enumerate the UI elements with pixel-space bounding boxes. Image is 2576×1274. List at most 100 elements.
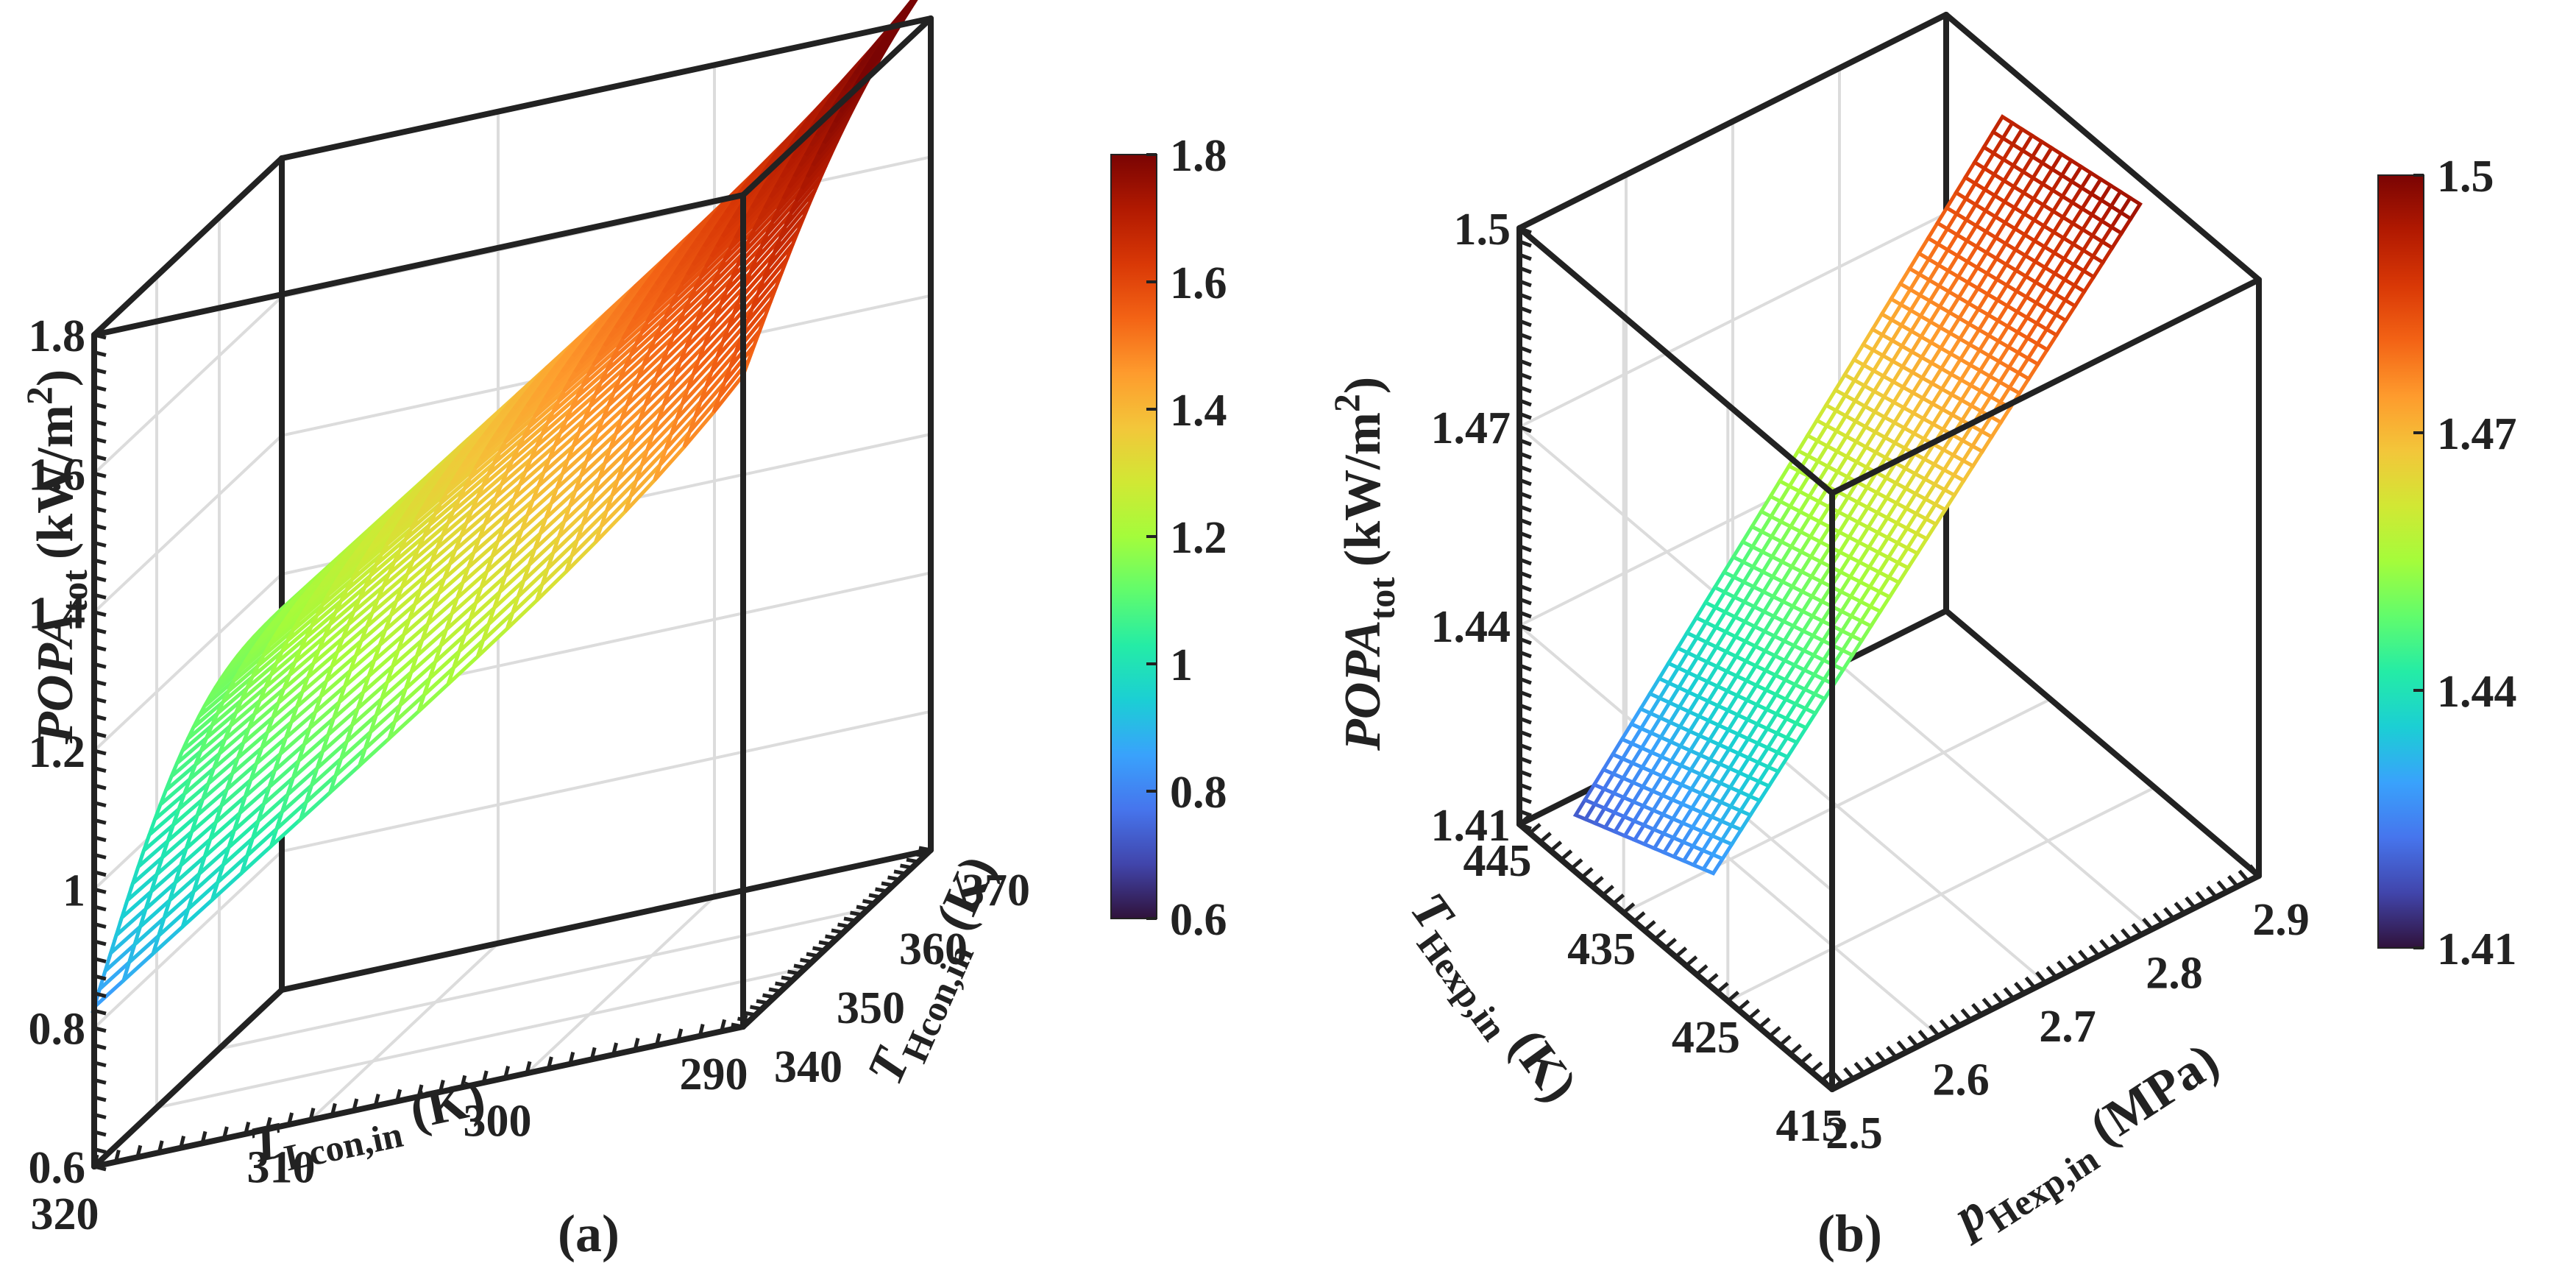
x-tick-mark: [2131, 923, 2143, 936]
x-tick-label: 2.9: [2252, 895, 2310, 945]
y-tick-mark: [818, 940, 831, 946]
y-tick-mark: [1591, 876, 1604, 888]
z-tick-mark: [93, 541, 107, 548]
z-tick-mark: [93, 921, 107, 929]
z-tick-mark: [93, 801, 107, 808]
panel-a-y-axis-label: THcon,in(K): [856, 848, 1017, 1097]
x-tick-mark: [2121, 928, 2132, 941]
z-tick-mark: [93, 1130, 107, 1137]
colorbar-tick-label: 0.6: [1170, 895, 1227, 945]
panel-a-tick-marks: [92, 333, 932, 1172]
y-tick-mark: [837, 922, 850, 929]
z-tick-mark: [93, 1077, 107, 1085]
x-tick-mark: [265, 1116, 272, 1130]
z-tick-mark: [93, 939, 107, 946]
y-tick-label: 360: [899, 924, 968, 974]
z-tick-mark: [93, 436, 107, 444]
z-tick-label: 1.47: [1431, 403, 1511, 453]
panel-a-tick-labels: 0.6 0.8 1 1.2 1.4 1.6 1.8 320 310 300 290 340 350 360…: [29, 311, 1031, 1239]
z-tick-mark: [93, 1112, 107, 1119]
y-tick-mark: [806, 952, 819, 958]
x-tick-mark: [720, 1019, 727, 1032]
z-tick-mark: [93, 627, 107, 634]
x-tick-mark: [1853, 1061, 1866, 1075]
x-tick-mark: [2078, 949, 2090, 963]
z-tick-mark: [1519, 676, 1532, 685]
y-tick-mark: [737, 1016, 750, 1023]
y-tick-mark: [868, 893, 881, 899]
z-tick-mark: [1519, 769, 1532, 778]
z-tick-mark: [93, 471, 107, 478]
y-tick-mark: [1799, 1052, 1813, 1064]
y-tick-mark: [743, 1011, 756, 1017]
box-edge: [1516, 225, 1835, 496]
z-tick-mark: [1519, 650, 1532, 659]
panel-a: 0.6 0.8 1 1.2 1.4 1.6 1.8 320 310 300 290 340 350 360…: [18, 0, 1227, 1263]
x-tick-label: 2.7: [2039, 1002, 2096, 1052]
y-tick-mark: [881, 881, 894, 888]
panel-b-y-axis-label: THexp,in(K): [1391, 882, 1588, 1119]
x-tick-mark: [2142, 917, 2154, 931]
z-tick-label: 1.41: [1431, 801, 1511, 851]
y-tick-mark: [1674, 946, 1688, 958]
x-tick-mark: [395, 1089, 402, 1102]
y-tick-mark: [1653, 929, 1667, 941]
z-tick-mark: [93, 1095, 107, 1103]
z-tick-mark: [93, 610, 107, 617]
panel-b-colorbar-gradient: [2377, 174, 2424, 949]
y-tick-mark: [906, 857, 919, 864]
y-tick-mark: [1570, 858, 1583, 870]
x-tick-mark: [1929, 1024, 1940, 1038]
x-tick-mark: [200, 1130, 207, 1144]
y-tick-mark: [900, 863, 912, 870]
y-tick-mark: [812, 946, 825, 952]
y-tick-mark: [750, 1005, 762, 1011]
x-tick-mark: [1917, 1030, 1930, 1043]
y-tick-label: 370: [962, 866, 1030, 916]
z-tick-mark: [1519, 438, 1532, 447]
y-tick-mark: [1736, 999, 1750, 1011]
x-tick-mark: [1981, 997, 1994, 1011]
y-tick-mark: [1810, 1061, 1823, 1073]
z-tick-label: 1: [63, 866, 85, 916]
surface-cell: [2118, 195, 2143, 222]
y-tick-mark: [1758, 1017, 1771, 1029]
y-tick-mark: [1789, 1044, 1802, 1055]
z-tick-mark: [1519, 279, 1532, 288]
z-tick-mark: [93, 696, 107, 704]
z-tick-mark: [93, 1164, 107, 1172]
z-tick-mark: [1519, 531, 1532, 539]
x-tick-mark: [179, 1136, 186, 1149]
x-tick-mark: [2249, 864, 2260, 877]
x-tick-mark: [352, 1098, 359, 1111]
z-tick-mark: [93, 783, 107, 790]
z-tick-mark: [1519, 425, 1532, 433]
x-tick-mark: [589, 1047, 597, 1060]
colorbar-tick-label: 1: [1170, 640, 1193, 690]
x-tick-mark: [633, 1038, 640, 1051]
x-tick-mark: [373, 1094, 380, 1107]
z-tick-mark: [1519, 637, 1532, 645]
box-edge: [1943, 608, 2262, 879]
z-tick-mark: [93, 714, 107, 721]
z-tick-mark: [93, 576, 107, 583]
y-tick-mark: [1643, 920, 1656, 932]
z-tick-mark: [93, 766, 107, 773]
x-tick-mark: [2067, 955, 2079, 968]
box-edge: [279, 847, 934, 993]
z-tick-label: 1.5: [1454, 205, 1511, 255]
y-tick-mark: [781, 975, 794, 982]
x-tick-label: 2.6: [1932, 1055, 1990, 1105]
z-tick-label: 1.6: [29, 450, 86, 500]
z-tick-mark: [93, 454, 107, 461]
x-tick-mark: [698, 1024, 705, 1037]
z-tick-mark: [93, 333, 107, 340]
panel-b-z-axis-label: POPAtot(kW/m2): [1326, 377, 1402, 751]
z-tick-mark: [93, 1008, 107, 1016]
y-tick-mark: [793, 963, 806, 970]
x-tick-mark: [2163, 907, 2175, 920]
x-tick-mark: [676, 1028, 684, 1041]
z-tick-mark: [1519, 358, 1532, 367]
y-tick-mark: [1560, 849, 1573, 861]
x-tick-mark: [1886, 1045, 1898, 1059]
